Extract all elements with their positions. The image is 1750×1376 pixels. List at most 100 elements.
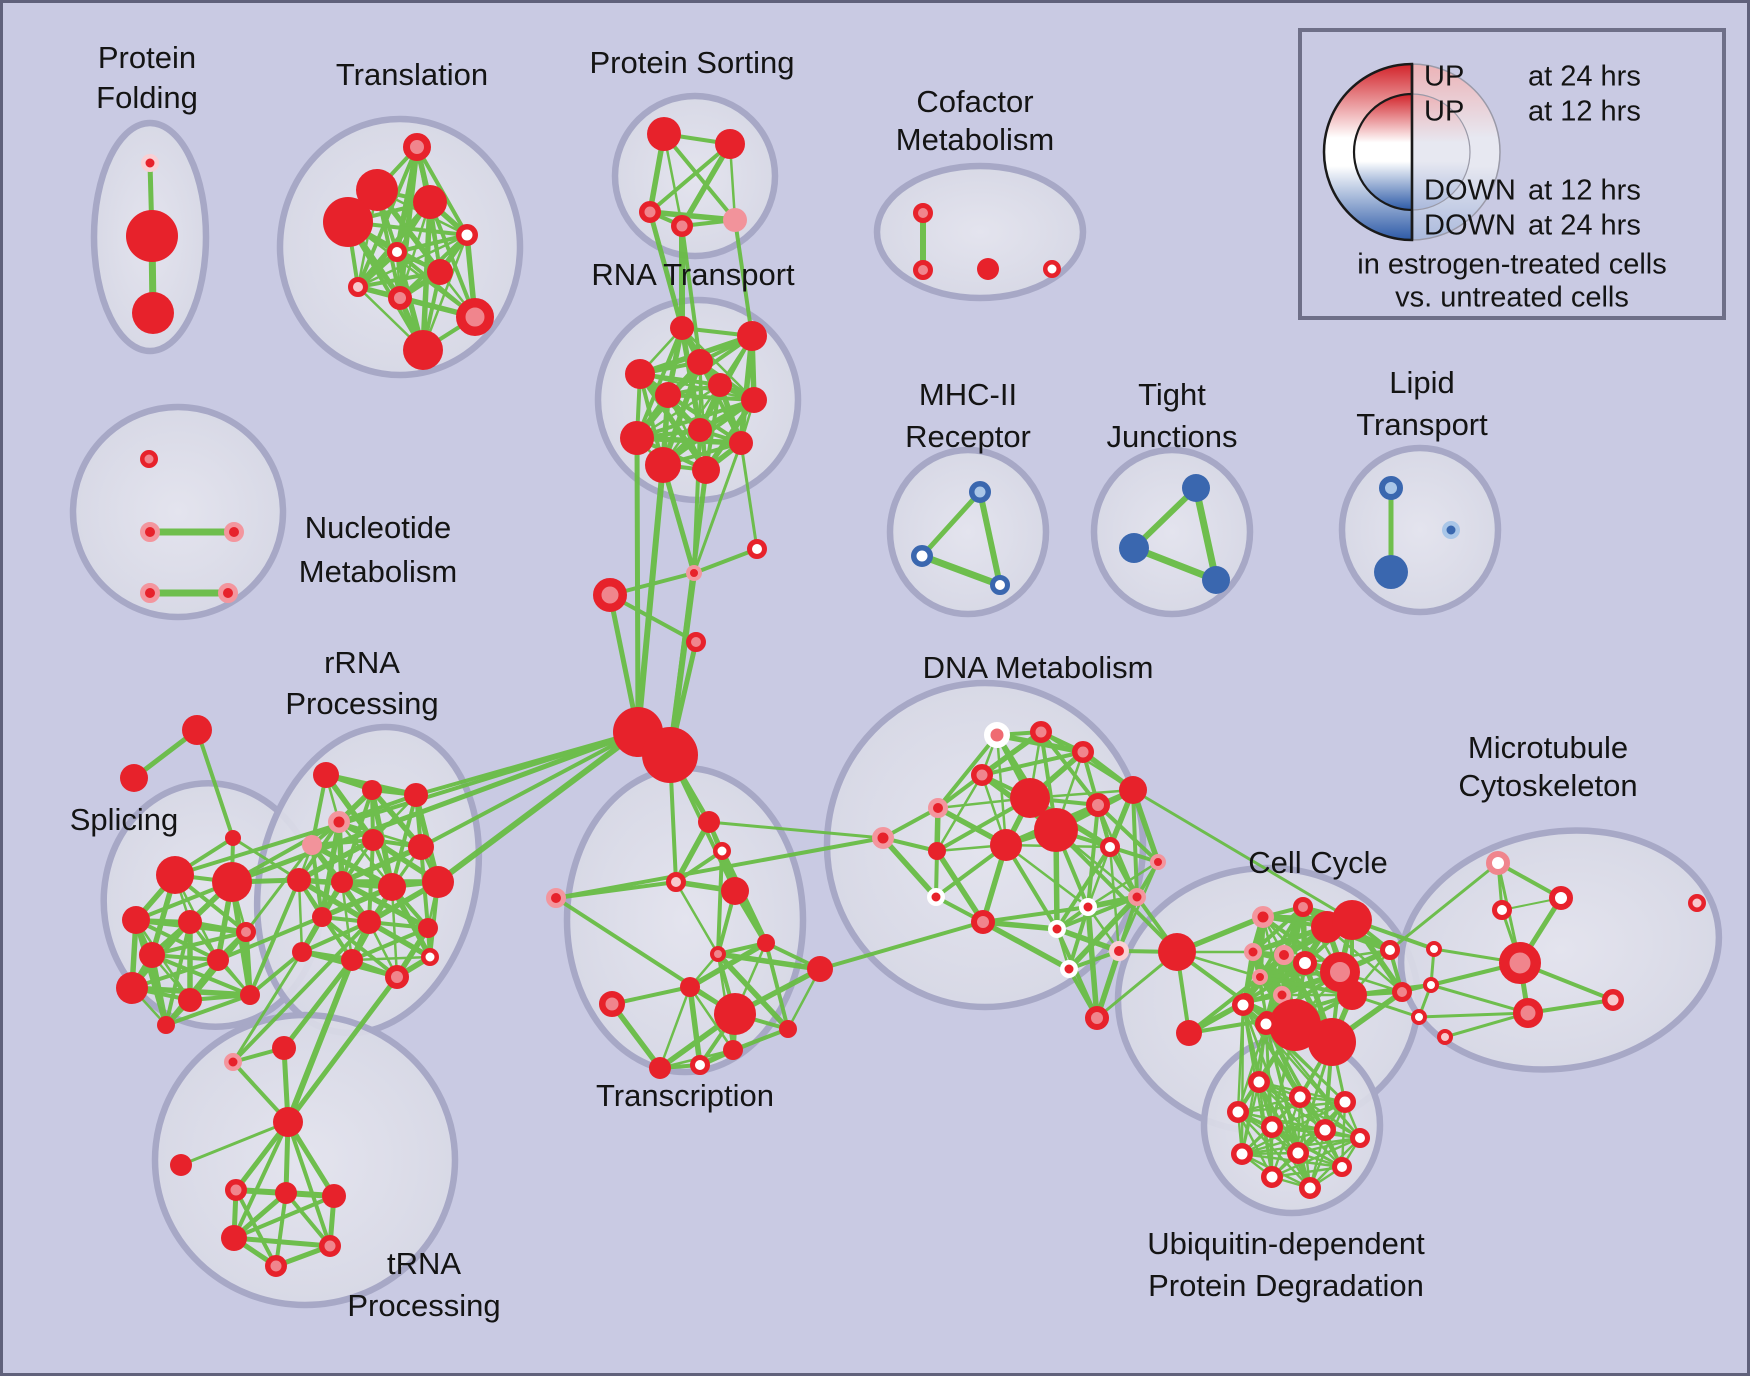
cluster-ellipse-mt (1397, 827, 1723, 1073)
network-node (319, 1235, 341, 1257)
network-edge (164, 993, 252, 1027)
network-edge (918, 552, 1004, 589)
network-node (990, 829, 1022, 861)
network-edge (1055, 895, 1139, 931)
cluster-label-pf: Folding (96, 80, 198, 115)
network-node (1086, 793, 1110, 817)
network-edge (1258, 975, 1354, 997)
network-edge (435, 729, 641, 885)
network-node (287, 868, 311, 892)
network-edge (1004, 843, 1059, 931)
network-node (599, 991, 625, 1017)
network-node (1150, 854, 1166, 870)
network-node (139, 942, 165, 968)
cluster-label-tn: Processing (347, 1288, 500, 1323)
network-node (225, 830, 241, 846)
network-node (240, 985, 260, 1005)
network-edge (1388, 861, 1500, 952)
network-node (1308, 1018, 1356, 1066)
network-edge (680, 326, 756, 402)
network-edge (390, 885, 399, 979)
network-node (378, 873, 406, 901)
network-node (1442, 521, 1460, 539)
network-edge (356, 270, 442, 289)
network-node (747, 539, 767, 559)
cluster-label-dm: DNA Metabolism (923, 650, 1154, 685)
legend-inner-left-half (1352, 92, 1414, 212)
network-node (1060, 960, 1078, 978)
network-node (687, 349, 713, 375)
network-edge (1086, 845, 1112, 909)
network-node (404, 783, 428, 807)
cluster-label-ub: Protein Degradation (1148, 1268, 1424, 1303)
network-node (323, 197, 373, 247)
legend: UP at 24 hrs UP at 12 hrs DOWN at 12 hrs DOWN a… (1298, 28, 1726, 320)
network-edge (216, 915, 324, 962)
network-node (348, 277, 368, 297)
network-node (1492, 900, 1512, 920)
network-node (1248, 1071, 1270, 1093)
network-node (971, 910, 995, 934)
network-node (593, 578, 627, 612)
network-node (723, 208, 747, 232)
network-edge (554, 836, 885, 900)
network-edge (285, 957, 355, 1125)
network-node (236, 922, 256, 942)
network-node (1274, 945, 1294, 965)
network-edge (1004, 843, 1090, 909)
network-node (1549, 886, 1573, 910)
cluster-label-nu: Metabolism (299, 554, 458, 589)
network-node (328, 811, 350, 833)
network-node (275, 1182, 297, 1204)
network-node (313, 762, 339, 788)
network-edge (764, 941, 790, 1031)
network-node (1379, 476, 1403, 500)
network-node (1128, 888, 1146, 906)
cluster-label-li: Transport (1356, 407, 1488, 442)
network-edge (1131, 788, 1354, 922)
cluster-label-rr: Processing (285, 686, 438, 721)
legend-note: vs. untreated cells (1395, 282, 1629, 314)
network-node (715, 129, 745, 159)
cluster-label-ub: Ubiquitin-dependent (1147, 1226, 1425, 1261)
network-edge (419, 730, 640, 849)
network-node (116, 972, 148, 1004)
cluster-label-tl: Translation (336, 57, 488, 92)
network-node (218, 583, 238, 603)
network-node (721, 877, 749, 905)
network-node (341, 949, 363, 971)
legend-direction-label: UP (1424, 61, 1464, 93)
network-edge (395, 233, 469, 254)
network-node (1119, 776, 1147, 804)
network-node (655, 382, 681, 408)
cluster-label-so: Protein Sorting (589, 45, 794, 80)
network-edge (1236, 1022, 1268, 1114)
cluster-ellipse-nu (69, 403, 287, 621)
network-edge (638, 372, 756, 402)
network-node (385, 965, 409, 989)
network-node (872, 827, 894, 849)
network-node (272, 1036, 296, 1060)
network-edge (281, 957, 355, 1051)
network-edge (1086, 860, 1160, 909)
network-edge (134, 918, 220, 962)
network-edge (231, 1235, 333, 1249)
network-node (1202, 566, 1230, 594)
network-node (1119, 533, 1149, 563)
network-node (1287, 1142, 1309, 1164)
network-node (1232, 994, 1254, 1016)
network-node (913, 260, 933, 280)
network-edge (687, 940, 769, 990)
network-node (212, 862, 252, 902)
network-edge (674, 880, 720, 956)
network-node (225, 1179, 247, 1201)
network-edge (350, 926, 430, 962)
cluster-label-tj: Tight (1138, 377, 1206, 412)
network-edge (244, 843, 314, 934)
network-edge (936, 733, 999, 810)
network-node (927, 888, 945, 906)
network-node (224, 522, 244, 542)
network-node (1426, 941, 1442, 957)
network-edge (818, 920, 985, 971)
